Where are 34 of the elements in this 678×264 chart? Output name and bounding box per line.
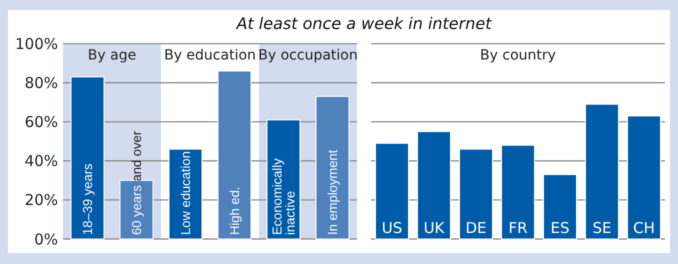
x-tick-label: CH (633, 219, 655, 237)
x-tick-label: High ed. (227, 186, 242, 235)
bar (218, 70, 252, 240)
bar (627, 115, 661, 240)
bar (501, 144, 535, 240)
x-tick-label: Economically inactive (270, 158, 298, 235)
x-tick-label: Low education (178, 151, 194, 235)
x-tick-label: DE (465, 219, 487, 237)
x-tick-label: ES (550, 219, 570, 237)
bar (459, 148, 493, 240)
x-tick-label: In employment (325, 149, 340, 235)
y-tick-label: 40% (24, 152, 58, 170)
x-tick-label: 18–39 years (80, 162, 96, 235)
band-label: By occupation (258, 48, 358, 64)
chart-title: At least once a week in internet (236, 14, 492, 33)
x-tick-label: UK (424, 219, 446, 237)
bar (168, 148, 202, 240)
bar (417, 131, 451, 240)
bar (375, 142, 409, 240)
x-tick-label: SE (592, 219, 612, 237)
x-tick-label: FR (508, 219, 528, 237)
x-tick-label: US (382, 219, 402, 237)
x-tick-label: 60 years and over (129, 130, 144, 235)
y-tick-label: 100% (15, 34, 58, 53)
y-tick-label: 20% (24, 191, 58, 210)
band-label: By age (88, 48, 136, 64)
annotation: By education (164, 48, 256, 64)
bar (543, 174, 577, 240)
y-tick-label: 0% (34, 230, 58, 248)
bar (316, 96, 350, 240)
annotation: By country (480, 48, 556, 64)
bar (585, 104, 619, 240)
y-tick-label: 80% (24, 74, 58, 92)
y-tick-label: 60% (24, 113, 58, 132)
